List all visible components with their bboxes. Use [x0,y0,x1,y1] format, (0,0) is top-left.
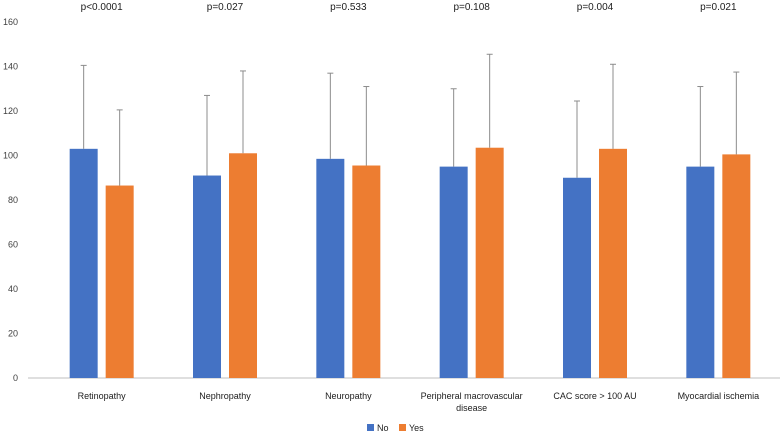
y-tick-label: 60 [8,240,18,250]
p-value-label: p=0.108 [453,2,490,13]
category-label: CAC score > 100 AU [553,391,636,401]
p-value-labels: p<0.0001 p=0.027 p=0.533 p=0.108 p=0.004 p=0.… [81,2,737,13]
y-tick-label: 100 [3,151,18,161]
category-label: disease [456,403,487,413]
category-label: Myocardial ischemia [678,391,760,401]
category-label: Peripheral macrovascular [421,391,523,401]
bar-yes [352,165,381,378]
p-value-label: p=0.533 [330,2,367,13]
y-tick-label: 0 [13,373,18,383]
bar-yes [105,185,134,378]
bar-no [69,148,98,378]
y-tick-label: 80 [8,195,18,205]
legend-swatch-no [367,424,374,431]
bar-no [563,177,591,378]
y-tick-label: 20 [8,329,18,339]
bar-yes [722,154,751,378]
y-tick-label: 160 [3,17,18,27]
category-label: Retinopathy [78,391,127,401]
bar-yes [475,147,504,378]
bar-yes [599,148,627,378]
error-bars [80,53,740,186]
y-tick-label: 40 [8,284,18,294]
legend-swatch-yes [399,424,406,431]
bar-no [316,158,345,378]
bar-no [686,166,715,378]
p-value-label: p=0.027 [207,2,244,13]
category-label: Nephropathy [199,391,251,401]
legend: No Yes [367,423,424,433]
category-labels: Retinopathy Nephropathy Neuropathy Peripher… [78,391,759,413]
p-value-label: p=0.021 [700,2,737,13]
bar-no [439,166,468,378]
y-axis-ticks: 0 20 40 60 80 100 120 140 160 [3,17,18,383]
bar-yes [229,153,257,378]
p-value-label: p=0.004 [577,2,614,13]
legend-label-yes: Yes [409,423,424,433]
legend-label-no: No [377,423,389,433]
bars [69,147,751,378]
bar-no [193,175,221,378]
y-tick-label: 120 [3,106,18,116]
category-label: Neuropathy [325,391,372,401]
y-tick-label: 140 [3,62,18,72]
p-value-label: p<0.0001 [81,2,123,13]
